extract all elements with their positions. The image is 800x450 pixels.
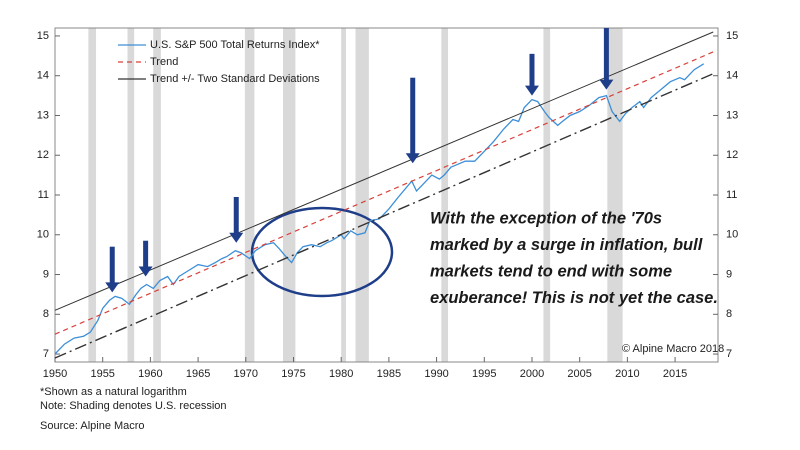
y-tick-label: 15: [37, 30, 49, 42]
x-tick-label: 1960: [138, 368, 162, 380]
recession-band: [244, 28, 255, 362]
arrow-shaft: [603, 28, 609, 81]
arrow-head: [229, 232, 244, 243]
arrow-head: [524, 85, 539, 96]
copyright: © Alpine Macro 2018: [622, 343, 724, 355]
arrow-head: [599, 79, 614, 90]
arrow-shaft: [109, 246, 115, 284]
recession-band: [341, 28, 346, 362]
background-layer: [54, 27, 719, 363]
x-tick-label: 1965: [186, 368, 210, 380]
y-tick-label: 9: [43, 268, 49, 280]
annotation-line: With the exception of the '70s: [430, 209, 662, 227]
recession-band: [543, 28, 551, 362]
arrow: [229, 196, 244, 243]
y2-tick-label: 9: [726, 268, 732, 280]
recession-band: [88, 28, 97, 362]
y2-tick-label: 8: [726, 308, 732, 320]
y-tick-label: 14: [37, 70, 49, 82]
x-tick-label: 1950: [43, 368, 67, 380]
arrow-shaft: [143, 240, 149, 268]
y-tick-label: 13: [37, 109, 49, 121]
x-tick-label: 2005: [567, 368, 591, 380]
y2-tick-label: 11: [726, 189, 737, 201]
arrow: [599, 28, 614, 90]
x-tick-label: 2010: [615, 368, 639, 380]
y2-tick-label: 15: [726, 30, 738, 42]
recession-band: [441, 28, 449, 362]
annotation-line: exuberance! This is not yet the case.: [430, 289, 718, 307]
x-tick-label: 2000: [520, 368, 544, 380]
y2-tick-label: 7: [726, 348, 732, 360]
arrow: [138, 240, 153, 277]
arrow: [405, 77, 420, 164]
arrow-head: [405, 153, 420, 164]
x-tick-label: 1980: [329, 368, 353, 380]
y-tick-label: 12: [37, 149, 49, 161]
x-tick-label: 1990: [424, 368, 448, 380]
legend-label: Trend +/- Two Standard Deviations: [150, 73, 320, 85]
lower-band-line: [54, 73, 714, 359]
y-tick-label: 8: [43, 308, 49, 320]
x-tick-label: 2015: [663, 368, 687, 380]
upper-band-line: [54, 31, 714, 311]
recession-band: [355, 28, 369, 362]
x-tick-label: 1975: [281, 368, 305, 380]
y2-tick-label: 12: [726, 149, 738, 161]
arrow-head: [138, 266, 153, 277]
annotation-line: markets tend to end with some: [430, 262, 672, 280]
highlight-ellipse: [250, 206, 394, 298]
y2-tick-label: 13: [726, 109, 738, 121]
legend-label: U.S. S&P 500 Total Returns Index*: [150, 39, 320, 51]
arrow-shaft: [233, 196, 239, 234]
recession-band: [607, 28, 623, 362]
recession-band: [153, 28, 161, 362]
series-line: [54, 63, 705, 355]
y2-tick-label: 10: [726, 229, 738, 241]
recession-band: [127, 28, 135, 362]
recession-band: [282, 28, 296, 362]
source: Source: Alpine Macro: [40, 420, 145, 432]
arrow-head: [105, 282, 120, 293]
legend-label: Trend: [150, 56, 178, 68]
arrow-shaft: [410, 77, 416, 155]
footnote: *Shown as a natural logarithm: [40, 386, 187, 398]
y-tick-label: 7: [43, 348, 49, 360]
y2-tick-label: 14: [726, 70, 738, 82]
x-tick-label: 1985: [377, 368, 401, 380]
annotation-line: marked by a surge in inflation, bull: [430, 236, 703, 254]
arrow-shaft: [529, 53, 535, 87]
y-tick-label: 11: [38, 189, 49, 201]
x-tick-label: 1995: [472, 368, 496, 380]
y-tick-label: 10: [37, 229, 49, 241]
footnote: Note: Shading denotes U.S. recession: [40, 400, 227, 412]
x-tick-label: 1955: [90, 368, 114, 380]
series-line: [54, 51, 714, 335]
x-tick-label: 1970: [234, 368, 258, 380]
arrow: [524, 53, 539, 96]
arrow: [105, 246, 120, 293]
